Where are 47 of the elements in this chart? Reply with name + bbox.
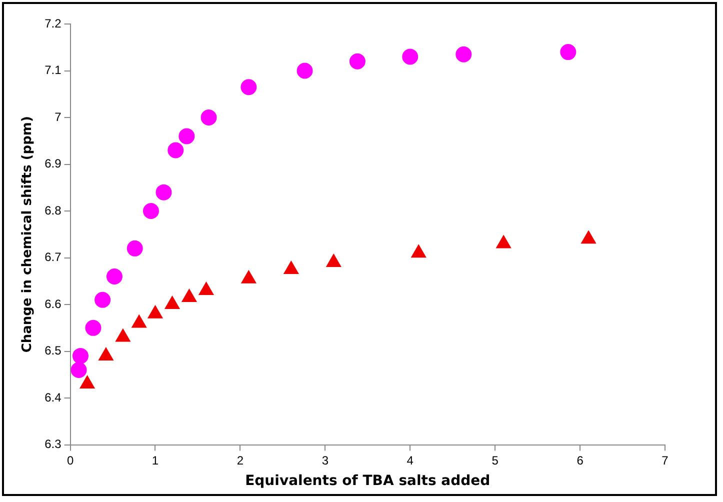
point <box>116 328 130 342</box>
y-tick-label: 6.5 <box>44 344 62 358</box>
point <box>411 244 426 258</box>
x-tick-label: 3 <box>322 453 329 468</box>
point <box>456 46 472 62</box>
point <box>106 268 122 284</box>
point <box>581 230 596 244</box>
point <box>178 128 195 144</box>
point <box>241 270 256 284</box>
point <box>402 48 418 65</box>
point <box>164 296 180 310</box>
point <box>560 44 576 60</box>
y-tick-label: 7.1 <box>44 63 62 78</box>
point <box>296 62 313 79</box>
y-tick-label: 7.2 <box>44 16 62 30</box>
x-tick-label: 7 <box>662 453 669 468</box>
x-tick-label: 0 <box>66 453 74 468</box>
point <box>148 305 163 318</box>
x-axis-title: Equivalents of TBA salts added <box>245 473 490 490</box>
point <box>98 347 114 360</box>
point <box>198 282 214 296</box>
y-tick-label: 6.8 <box>44 203 62 218</box>
y-tick-label: 6.3 <box>44 437 62 452</box>
y-tick-label: 6.4 <box>44 390 62 404</box>
point <box>240 79 257 96</box>
y-tick-label: 6.7 <box>44 250 62 264</box>
point <box>156 184 172 200</box>
point <box>200 110 217 126</box>
y-tick-label: 7 <box>54 110 62 124</box>
point <box>182 289 197 302</box>
point <box>496 235 512 248</box>
point <box>349 53 366 70</box>
point <box>284 260 299 274</box>
point <box>326 254 342 267</box>
y-axis-title: Change in chemical shifts (ppm) <box>20 116 36 353</box>
x-tick-label: 4 <box>406 453 414 468</box>
point <box>132 314 147 328</box>
point <box>126 240 143 256</box>
x-tick-label: 1 <box>152 453 159 468</box>
x-tick-label: 2 <box>236 453 244 468</box>
point <box>168 142 184 158</box>
y-tick-label: 6.6 <box>44 296 62 311</box>
x-tick-label: 6 <box>576 453 584 468</box>
point <box>80 376 95 389</box>
x-tick-label: 5 <box>492 453 499 468</box>
point <box>142 203 159 220</box>
y-tick-label: 6.9 <box>44 156 62 171</box>
